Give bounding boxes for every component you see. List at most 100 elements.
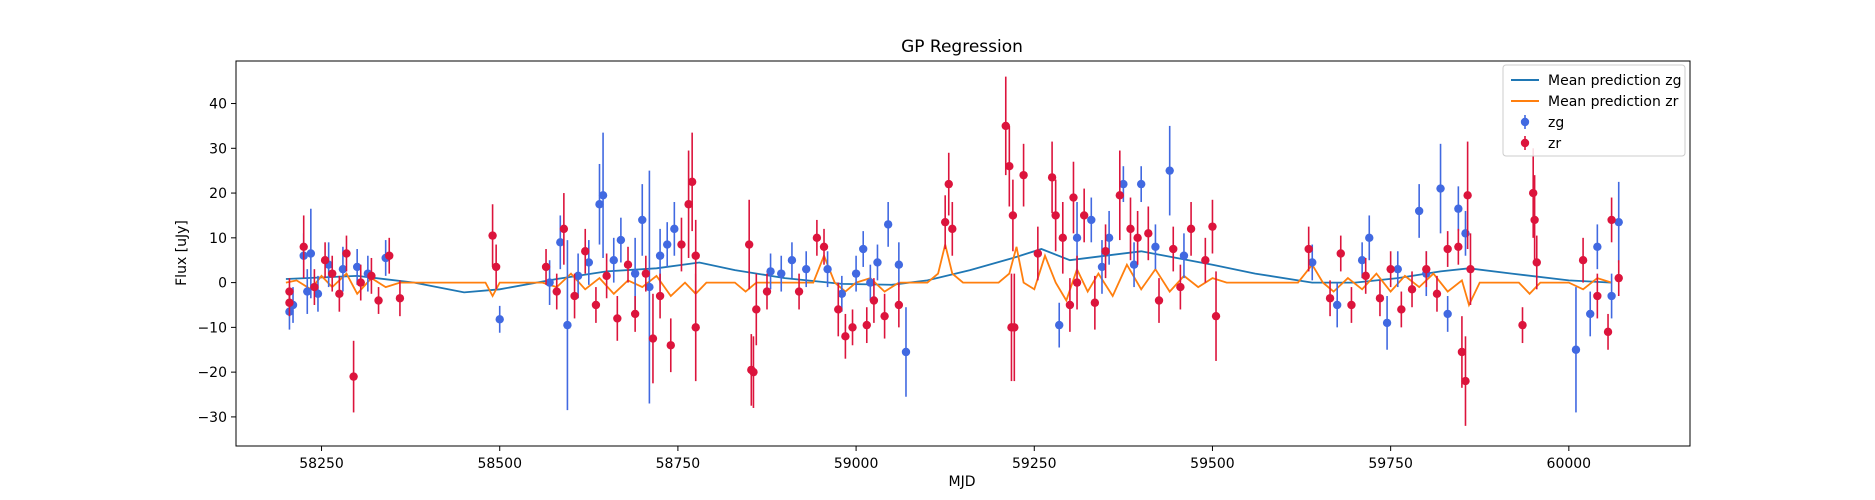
marker-zr <box>944 179 953 189</box>
marker-zr <box>749 367 758 377</box>
data-point-zr <box>1186 202 1196 256</box>
marker-zg <box>1571 345 1581 354</box>
marker-zr <box>1325 294 1335 303</box>
data-point-zr <box>349 340 358 413</box>
marker-zr <box>1461 376 1470 386</box>
data-point-zg <box>1436 143 1445 234</box>
marker-zr <box>1347 300 1356 310</box>
marker-zr <box>1463 191 1472 200</box>
marker-zg <box>495 315 504 324</box>
data-point-zr <box>1072 255 1082 310</box>
data-point-zr <box>1530 175 1539 265</box>
marker-zg <box>1136 179 1146 189</box>
y-tick-label: 40 <box>209 97 227 113</box>
data-point-zr <box>1466 233 1475 305</box>
marker-zr <box>613 314 622 323</box>
marker-zr <box>834 305 843 314</box>
marker-zr <box>1528 188 1538 198</box>
marker-zr <box>1336 249 1345 258</box>
marker-zg <box>901 347 911 357</box>
data-point-zg <box>1382 296 1392 350</box>
marker-zr <box>1614 273 1623 283</box>
data-point-zr <box>752 273 761 346</box>
data-point-zg <box>823 251 832 288</box>
data-point-zg <box>1454 186 1463 232</box>
data-point-zr <box>684 150 693 258</box>
data-point-zr <box>1058 202 1067 274</box>
data-point-zr <box>1454 228 1463 265</box>
marker-zg <box>1179 251 1189 260</box>
marker-zg <box>777 269 786 278</box>
marker-zr <box>1208 222 1217 231</box>
marker-zg <box>556 238 565 247</box>
data-point-zr <box>1144 206 1153 261</box>
data-point-zg <box>801 251 811 288</box>
data-point-zr <box>1325 280 1335 317</box>
marker-zg <box>766 267 775 276</box>
legend-entry: Mean prediction zg <box>1511 73 1682 89</box>
data-point-zr <box>1005 125 1014 207</box>
marker-zg <box>1454 204 1463 213</box>
data-point-zr <box>862 307 871 344</box>
data-point-zr <box>591 287 601 323</box>
marker-zr <box>1069 193 1078 202</box>
y-axis-ticks: −30 −20 −10 0 10 20 30 40 <box>197 97 236 426</box>
marker-zg <box>1104 233 1114 243</box>
marker-zr <box>848 323 857 332</box>
data-point-zr <box>1361 257 1370 294</box>
marker-zr <box>648 334 658 343</box>
x-tick-label: 59000 <box>834 456 879 472</box>
legend-box <box>1502 64 1686 157</box>
marker-zr <box>328 269 337 278</box>
data-point-zr <box>570 273 579 319</box>
marker-zr <box>691 251 700 260</box>
data-point-zg <box>556 215 565 270</box>
data-point-zr <box>559 193 569 265</box>
data-point-zr <box>869 278 879 323</box>
data-point-zg <box>901 307 911 397</box>
data-point-zr <box>491 244 501 290</box>
data-point-zg <box>598 132 608 258</box>
marker-zg <box>801 264 811 274</box>
marker-zr <box>541 262 551 272</box>
y-tick-label: −20 <box>197 365 227 381</box>
data-point-zr <box>342 235 351 272</box>
marker-zr <box>948 224 957 234</box>
x-tick-label: 58500 <box>477 456 522 472</box>
data-point-zr <box>581 228 590 274</box>
data-point-zr <box>841 313 850 359</box>
marker-zr <box>1019 170 1028 180</box>
marker-zg <box>1097 262 1107 272</box>
marker-zr <box>655 291 665 301</box>
data-point-zg <box>1055 302 1064 348</box>
marker-zg <box>1151 242 1160 251</box>
marker-zg <box>306 249 316 258</box>
data-point-zr <box>1603 313 1613 350</box>
marker-zg <box>1055 320 1064 330</box>
data-point-zr <box>744 199 754 290</box>
data-point-zg <box>1129 242 1139 288</box>
data-point-zr <box>1614 260 1623 297</box>
marker-zr <box>1001 121 1010 131</box>
data-point-zr <box>541 249 551 285</box>
marker-zg <box>616 235 626 245</box>
marker-zg <box>1414 206 1424 216</box>
marker-zr <box>666 341 675 350</box>
legend-label: zr <box>1548 136 1561 152</box>
marker-zr <box>1603 327 1613 337</box>
data-point-zr <box>894 282 904 328</box>
data-point-zr <box>1463 141 1472 250</box>
data-point-zg <box>837 275 847 312</box>
marker-zr <box>623 260 633 269</box>
marker-zr <box>1176 282 1185 292</box>
data-point-zr <box>1176 264 1185 310</box>
data-point-zr <box>1336 235 1345 272</box>
marker-zr <box>356 278 365 287</box>
marker-zr <box>1386 264 1395 274</box>
data-point-zr <box>940 195 950 250</box>
data-point-zg <box>1571 287 1581 413</box>
data-point-zr <box>794 273 804 310</box>
data-point-zr <box>641 255 651 292</box>
data-point-zr <box>602 253 611 299</box>
